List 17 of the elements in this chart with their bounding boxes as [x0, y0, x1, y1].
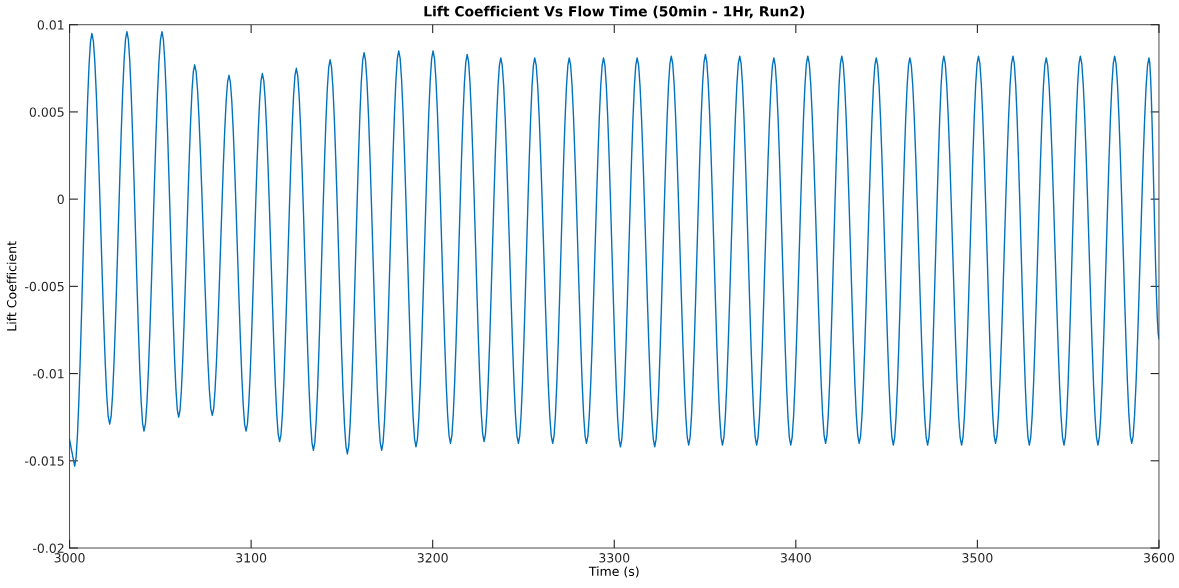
x-tick-label: 3300: [599, 553, 630, 563]
chart-title: Lift Coefficient Vs Flow Time (50min - 1Hr, Run2): [424, 5, 805, 19]
y-tick-label: -0.005: [25, 281, 64, 292]
x-axis-title: Time (s): [588, 566, 639, 578]
y-tick-label: 0: [57, 194, 64, 205]
y-tick-label: 0.01: [37, 20, 64, 30]
y-tick-label: -0.01: [32, 369, 64, 379]
y-tick-label: -0.015: [25, 456, 64, 466]
y-axis-title: Lift Coefficient: [6, 241, 17, 331]
y-tick-label: -0.02: [32, 543, 64, 553]
x-tick-label: 3600: [1144, 553, 1175, 563]
x-tick-label: 3500: [962, 553, 993, 563]
x-tick-label: 3100: [236, 553, 267, 563]
x-tick-label: 3200: [417, 553, 448, 563]
x-tick-label: 3400: [780, 553, 811, 563]
y-tick-label: 0.005: [29, 107, 64, 117]
x-tick-label: 3000: [54, 553, 85, 563]
